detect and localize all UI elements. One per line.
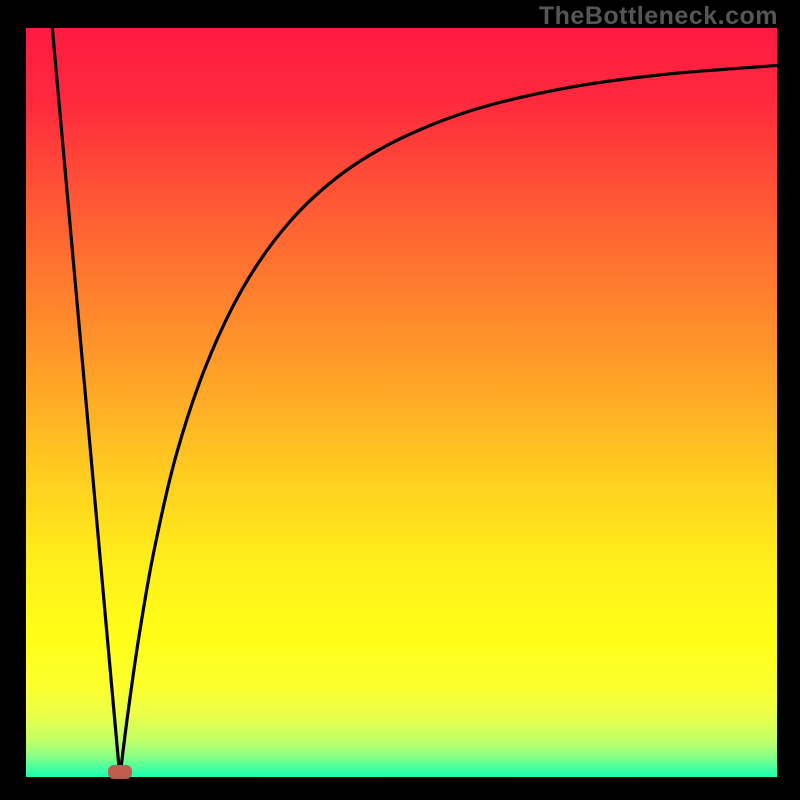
curve-svg bbox=[26, 28, 777, 777]
minimum-marker bbox=[108, 765, 132, 779]
watermark-text: TheBottleneck.com bbox=[539, 2, 778, 30]
plot-area bbox=[26, 28, 777, 777]
curve-left-branch bbox=[52, 28, 120, 777]
watermark-label: TheBottleneck.com bbox=[539, 2, 778, 31]
curve-right-branch bbox=[120, 65, 777, 777]
chart-container: TheBottleneck.com bbox=[0, 0, 800, 800]
